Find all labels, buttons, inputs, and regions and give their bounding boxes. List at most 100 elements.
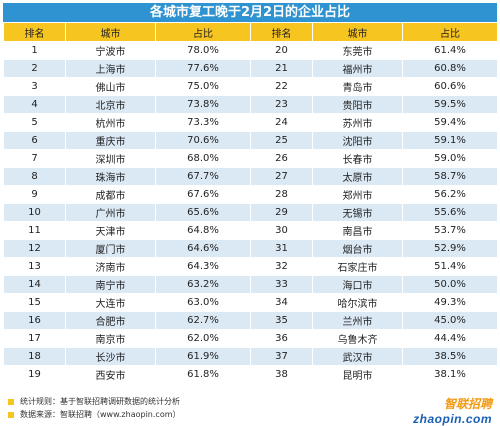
rank-cell: 17 xyxy=(3,329,66,348)
footnote: 数据来源：智联招聘（www.zhaopin.com） xyxy=(8,408,181,421)
table-row: 8 珠海市 67.7% 27 太原市 58.7% xyxy=(3,167,498,186)
rank-cell: 32 xyxy=(250,257,313,276)
city-cell: 厦门市 xyxy=(65,239,156,258)
rank-cell: 21 xyxy=(250,59,313,78)
city-cell: 昆明市 xyxy=(312,365,403,384)
city-cell: 天津市 xyxy=(65,221,156,240)
column-header: 占比 xyxy=(155,22,251,42)
city-cell: 广州市 xyxy=(65,203,156,222)
table-row: 14 南宁市 63.2% 33 海口市 50.0% xyxy=(3,275,498,294)
city-cell: 西安市 xyxy=(65,365,156,384)
city-cell: 深圳市 xyxy=(65,149,156,168)
share-cell: 56.2% xyxy=(402,185,498,204)
rank-cell: 5 xyxy=(3,113,66,132)
city-cell: 烟台市 xyxy=(312,239,403,258)
rank-cell: 11 xyxy=(3,221,66,240)
share-cell: 67.7% xyxy=(155,167,251,186)
share-cell: 63.2% xyxy=(155,275,251,294)
table-row: 11 天津市 64.8% 30 南昌市 53.7% xyxy=(3,221,498,240)
rank-cell: 8 xyxy=(3,167,66,186)
rank-cell: 6 xyxy=(3,131,66,150)
rank-cell: 24 xyxy=(250,113,313,132)
share-cell: 63.0% xyxy=(155,293,251,312)
share-cell: 59.0% xyxy=(402,149,498,168)
city-cell: 武汉市 xyxy=(312,347,403,366)
city-cell: 北京市 xyxy=(65,95,156,114)
rank-cell: 14 xyxy=(3,275,66,294)
rank-cell: 16 xyxy=(3,311,66,330)
rank-cell: 13 xyxy=(3,257,66,276)
city-cell: 东莞市 xyxy=(312,41,403,60)
footnote-text: 数据来源：智联招聘（www.zhaopin.com） xyxy=(20,410,181,419)
share-cell: 61.8% xyxy=(155,365,251,384)
city-cell: 苏州市 xyxy=(312,113,403,132)
share-cell: 75.0% xyxy=(155,77,251,96)
column-header: 占比 xyxy=(402,22,498,42)
share-cell: 61.9% xyxy=(155,347,251,366)
share-cell: 58.7% xyxy=(402,167,498,186)
share-cell: 64.6% xyxy=(155,239,251,258)
rank-cell: 20 xyxy=(250,41,313,60)
city-cell: 长春市 xyxy=(312,149,403,168)
share-cell: 64.8% xyxy=(155,221,251,240)
city-cell: 海口市 xyxy=(312,275,403,294)
city-cell: 济南市 xyxy=(65,257,156,276)
share-cell: 59.4% xyxy=(402,113,498,132)
table-header-row: 排名 城市 占比 排名 城市 占比 xyxy=(3,22,498,42)
city-cell: 大连市 xyxy=(65,293,156,312)
share-cell: 64.3% xyxy=(155,257,251,276)
table-row: 6 重庆市 70.6% 25 沈阳市 59.1% xyxy=(3,131,498,150)
table-row: 15 大连市 63.0% 34 哈尔滨市 49.3% xyxy=(3,293,498,312)
share-cell: 59.5% xyxy=(402,95,498,114)
rank-cell: 10 xyxy=(3,203,66,222)
city-cell: 石家庄市 xyxy=(312,257,403,276)
rank-cell: 30 xyxy=(250,221,313,240)
footnotes: 统计规则：基于智联招聘调研数据的统计分析 数据来源：智联招聘（www.zhaop… xyxy=(8,395,181,421)
table-body: 1 宁波市 78.0% 20 东莞市 61.4% 2 上海市 77.6% 21 福州市 60.8% 3 佛… xyxy=(3,41,498,384)
column-header: 城市 xyxy=(65,22,156,42)
share-cell: 51.4% xyxy=(402,257,498,276)
share-cell: 38.5% xyxy=(402,347,498,366)
table-row: 7 深圳市 68.0% 26 长春市 59.0% xyxy=(3,149,498,168)
city-cell: 杭州市 xyxy=(65,113,156,132)
city-cell: 兰州市 xyxy=(312,311,403,330)
table-row: 10 广州市 65.6% 29 无锡市 55.6% xyxy=(3,203,498,222)
city-cell: 南宁市 xyxy=(65,275,156,294)
share-cell: 53.7% xyxy=(402,221,498,240)
share-cell: 50.0% xyxy=(402,275,498,294)
logo-cn-text: 智联招聘 xyxy=(443,397,492,411)
city-cell: 沈阳市 xyxy=(312,131,403,150)
table-row: 19 西安市 61.8% 38 昆明市 38.1% xyxy=(3,365,498,384)
rank-cell: 15 xyxy=(3,293,66,312)
city-cell: 成都市 xyxy=(65,185,156,204)
rank-cell: 2 xyxy=(3,59,66,78)
rank-cell: 4 xyxy=(3,95,66,114)
logo-en-text: zhaopin.com xyxy=(413,412,492,426)
city-cell: 乌鲁木齐 xyxy=(312,329,403,348)
rank-cell: 29 xyxy=(250,203,313,222)
share-cell: 70.6% xyxy=(155,131,251,150)
ranking-table: 排名 城市 占比 排名 城市 占比 1 宁波市 78.0% 20 东莞市 61.4% 2 上海… xyxy=(3,22,498,384)
rank-cell: 26 xyxy=(250,149,313,168)
bullet-icon xyxy=(8,411,14,418)
city-cell: 南京市 xyxy=(65,329,156,348)
city-cell: 佛山市 xyxy=(65,77,156,96)
share-cell: 77.6% xyxy=(155,59,251,78)
share-cell: 59.1% xyxy=(402,131,498,150)
city-cell: 无锡市 xyxy=(312,203,403,222)
share-cell: 60.8% xyxy=(402,59,498,78)
city-cell: 贵阳市 xyxy=(312,95,403,114)
bullet-icon xyxy=(8,398,14,405)
footnote: 统计规则：基于智联招聘调研数据的统计分析 xyxy=(8,395,181,408)
city-cell: 哈尔滨市 xyxy=(312,293,403,312)
table-row: 16 合肥市 62.7% 35 兰州市 45.0% xyxy=(3,311,498,330)
city-cell: 长沙市 xyxy=(65,347,156,366)
zhaopin-logo: 智联招聘 zhaopin.com xyxy=(413,395,492,426)
share-cell: 44.4% xyxy=(402,329,498,348)
table-row: 3 佛山市 75.0% 22 青岛市 60.6% xyxy=(3,77,498,96)
table-row: 13 济南市 64.3% 32 石家庄市 51.4% xyxy=(3,257,498,276)
city-cell: 太原市 xyxy=(312,167,403,186)
share-cell: 78.0% xyxy=(155,41,251,60)
rank-cell: 12 xyxy=(3,239,66,258)
column-header: 排名 xyxy=(3,22,66,42)
